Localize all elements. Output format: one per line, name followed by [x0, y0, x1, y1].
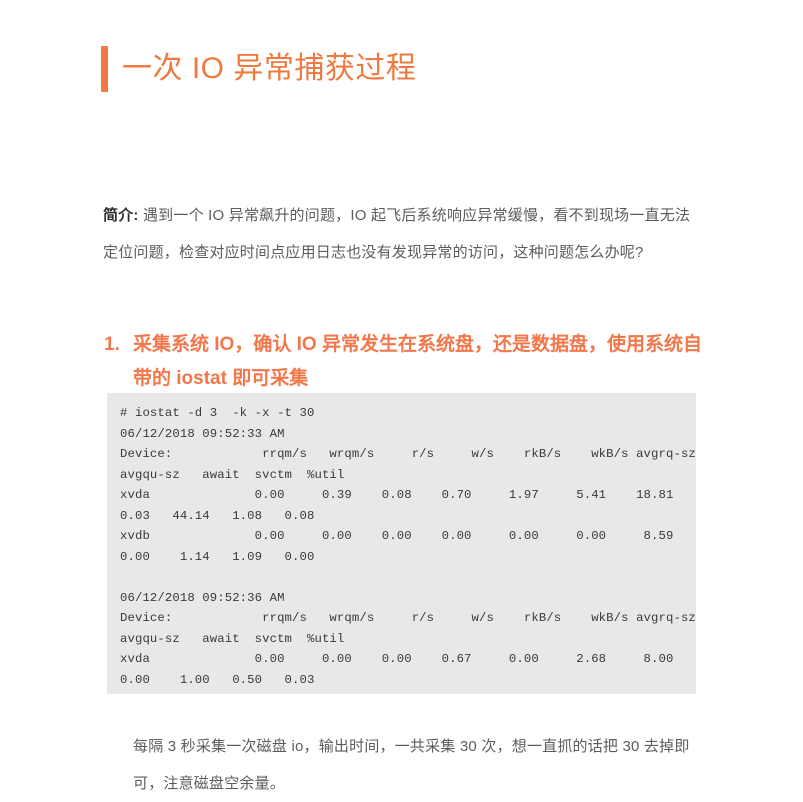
title-accent-bar — [101, 46, 108, 93]
page-title-text: 一次 IO 异常捕获过程 — [122, 52, 417, 86]
code-block-iostat: # iostat -d 3 -k -x -t 30 06/12/2018 09:… — [107, 393, 696, 694]
intro-body-text: 遇到一个 IO 异常飙升的问题，IO 起飞后系统响应异常缓慢，看不到现场一直无法… — [103, 207, 691, 261]
section-note-paragraph: 每隔 3 秒采集一次磁盘 io，输出时间，一共采集 30 次，想一直抓的话把 3… — [133, 738, 690, 792]
section-heading-1: 1. 采集系统 IO，确认 IO 异常发生在系统盘，还是数据盘，使用系统自带的 … — [104, 328, 704, 396]
code-block-content: # iostat -d 3 -k -x -t 30 06/12/2018 09:… — [120, 406, 696, 694]
section-number: 1. — [104, 333, 120, 355]
section-heading-text: 采集系统 IO，确认 IO 异常发生在系统盘，还是数据盘，使用系统自带的 ios… — [133, 333, 702, 389]
page-title: 一次 IO 异常捕获过程 — [101, 26, 416, 112]
intro-paragraph: 简介: 遇到一个 IO 异常飙升的问题，IO 起飞后系统响应异常缓慢，看不到现场… — [103, 197, 703, 271]
intro-lead-label: 简介: — [103, 207, 139, 224]
